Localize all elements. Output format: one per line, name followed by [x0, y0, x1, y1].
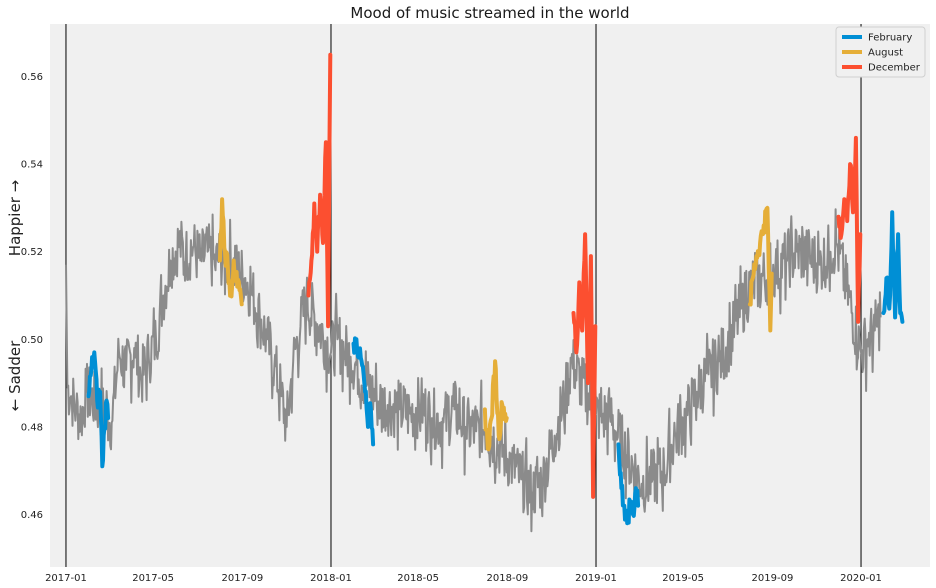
x-tick-label: 2018-05: [397, 573, 439, 584]
legend: February August December: [835, 26, 926, 78]
x-tick-label: 2018-09: [487, 573, 529, 584]
august-line-2: [482, 359, 509, 452]
december-line-3: [836, 135, 863, 324]
y-tick-label: 0.48: [21, 422, 43, 433]
x-tick-label: 2020-01: [840, 573, 882, 584]
x-tick-label: 2019-01: [575, 573, 617, 584]
y-tick-label: 0.46: [21, 510, 43, 521]
y-label-happier: Happier →: [6, 180, 24, 256]
plot-background: [50, 24, 930, 567]
x-tick-label: 2017-05: [132, 573, 174, 584]
series-lines: [65, 52, 905, 533]
y-tick-label: 0.52: [21, 247, 43, 258]
legend-label-december: December: [868, 63, 921, 74]
x-axis-ticks: 2017-01 2017-05 2017-09 2018-01 2018-05 2018-…: [45, 573, 882, 584]
y-tick-label: 0.56: [21, 72, 43, 83]
x-tick-label: 2019-05: [662, 573, 704, 584]
legend-label-august: August: [868, 48, 903, 59]
december-line-2: [571, 232, 598, 499]
february-line-4: [881, 210, 905, 324]
x-tick-label: 2019-09: [752, 573, 794, 584]
february-line-1: [86, 350, 111, 469]
august-line-3: [747, 205, 774, 333]
y-tick-label: 0.50: [21, 335, 43, 346]
y-label-sadder: ← Sadder: [6, 340, 24, 411]
x-tick-label: 2018-01: [310, 573, 352, 584]
y-tick-label: 0.54: [21, 160, 43, 171]
base-mood-line: [65, 208, 882, 533]
december-line-1: [306, 52, 333, 329]
chart-title: Mood of music streamed in the world: [350, 4, 629, 22]
y-axis-ticks: 0.46 0.48 0.50 0.52 0.54 0.56: [21, 72, 43, 521]
february-line-2: [351, 336, 376, 447]
x-tick-label: 2017-01: [45, 573, 87, 584]
legend-label-february: February: [868, 33, 912, 44]
x-tick-label: 2017-09: [222, 573, 264, 584]
august-line-1: [217, 197, 244, 307]
legend-box: [835, 26, 926, 78]
february-line-3: [616, 442, 641, 526]
